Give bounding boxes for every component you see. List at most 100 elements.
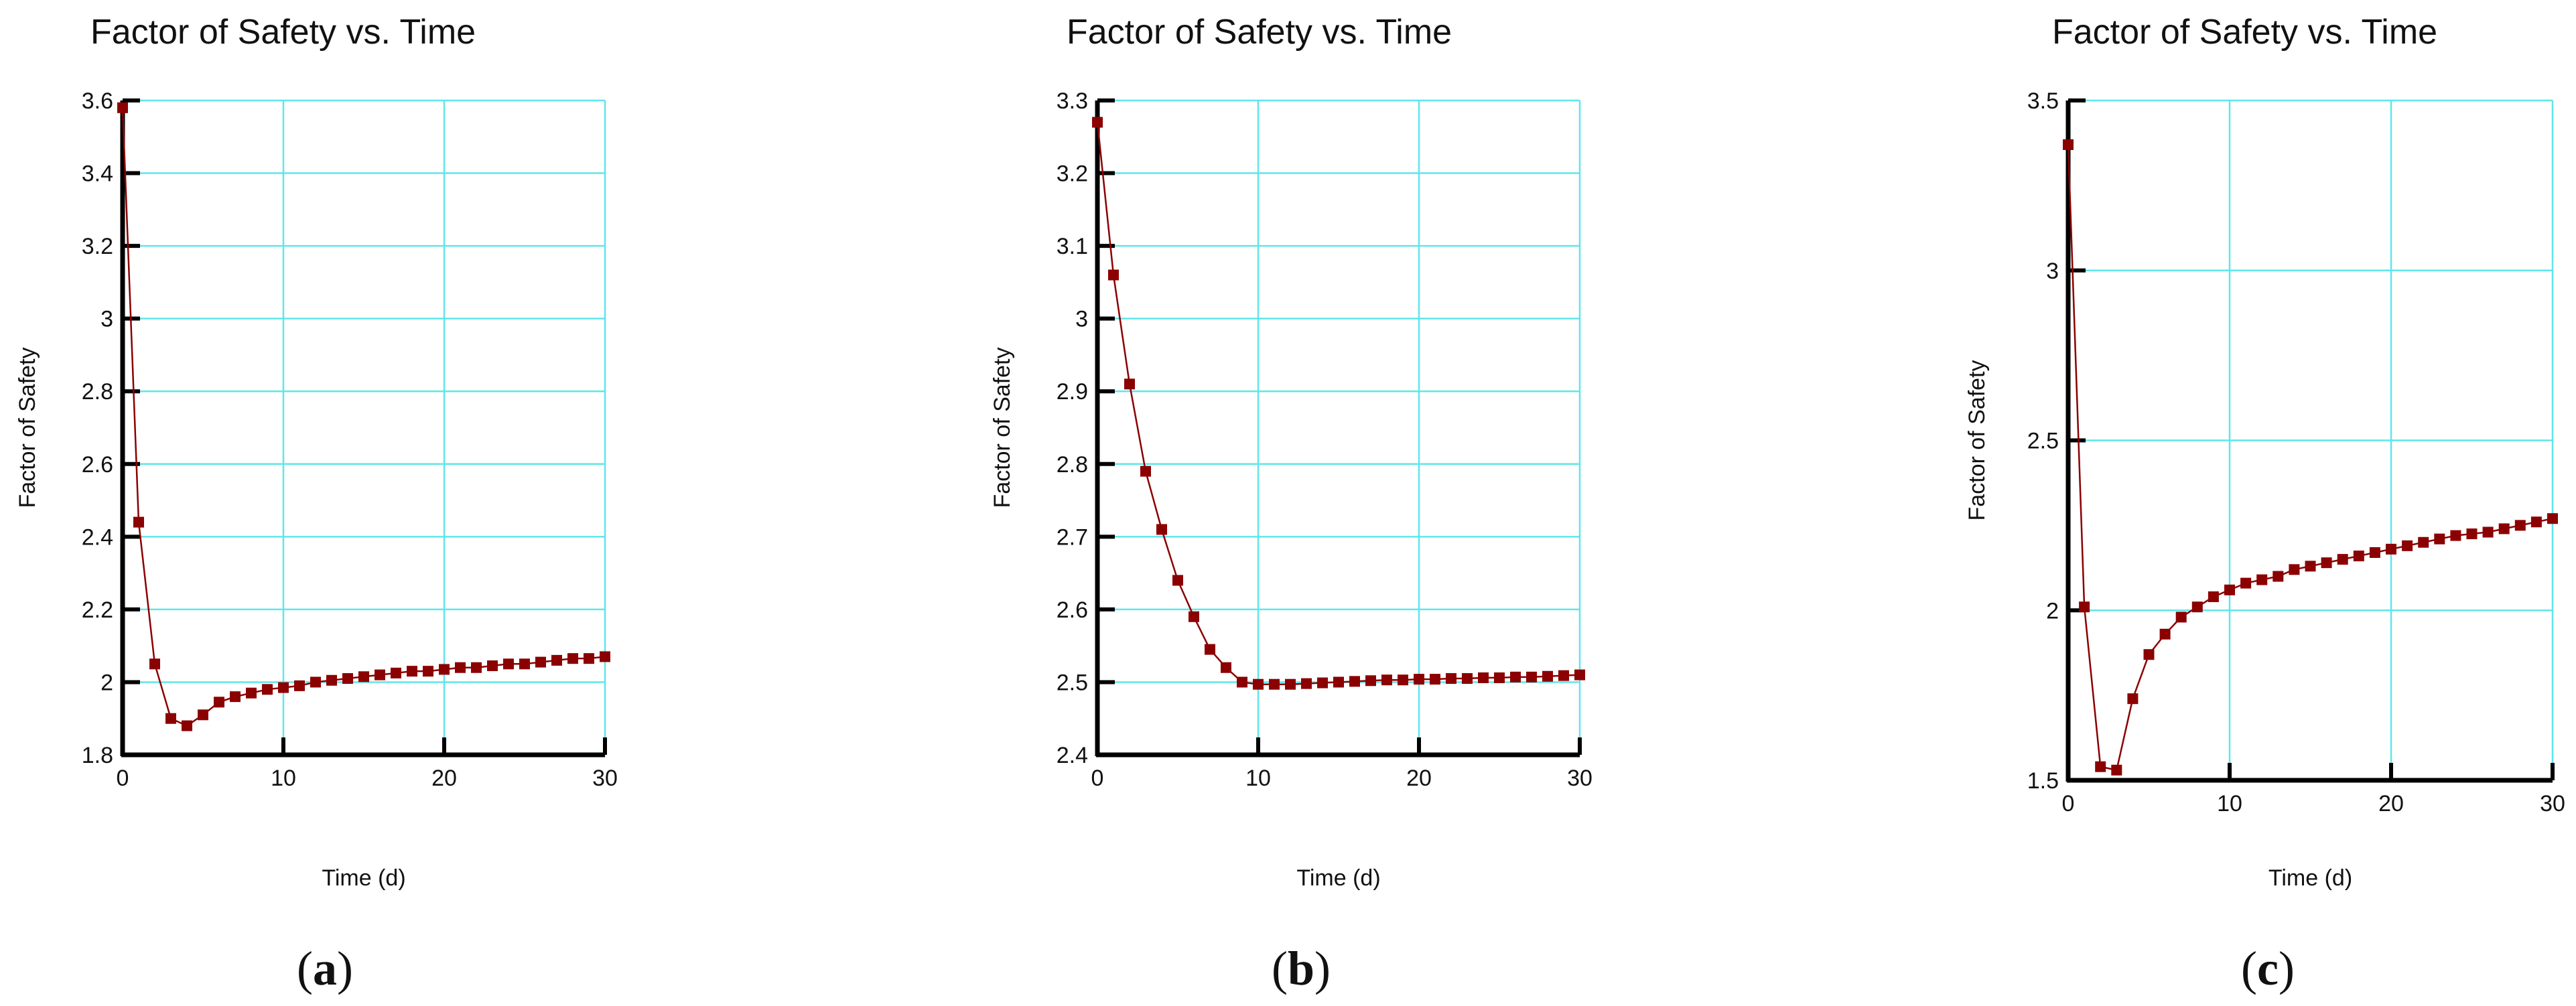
y-tick-label: 3 <box>2046 259 2059 284</box>
y-tick-label: 2 <box>100 670 113 695</box>
panel-caption: (a) <box>297 942 353 995</box>
y-tick-label: 3.3 <box>1057 88 1088 114</box>
data-point <box>133 516 144 528</box>
data-point <box>214 697 224 708</box>
data-point <box>2353 551 2364 562</box>
data-point <box>391 667 401 678</box>
data-point <box>600 651 610 662</box>
y-tick-label: 2.8 <box>1057 452 1088 478</box>
data-point <box>2466 528 2478 540</box>
data-point <box>246 687 257 699</box>
data-point <box>423 666 433 677</box>
panels: 1.822.22.42.62.833.23.43.60 10 20 30Factor … <box>15 13 2565 995</box>
data-point <box>1381 674 1392 686</box>
data-point <box>1349 676 1360 687</box>
data-point <box>1510 671 1521 682</box>
data-point <box>2208 591 2219 602</box>
data-point <box>1269 678 1280 690</box>
data-point <box>2079 601 2090 613</box>
x-tick-label: 0 <box>1091 766 1104 791</box>
y-tick-label: 1.8 <box>82 743 113 768</box>
data-point <box>2063 139 2074 150</box>
data-point <box>2191 601 2203 613</box>
data-point <box>1574 669 1585 680</box>
data-point <box>1526 671 1537 682</box>
x-tick-label: 30 <box>592 766 618 791</box>
data-point <box>2418 536 2429 548</box>
caption-paren-close: ) <box>2279 942 2295 995</box>
data-point <box>149 658 160 670</box>
data-point <box>1478 672 1489 683</box>
data-point <box>198 709 208 721</box>
y-tick-label: 2.8 <box>82 379 113 405</box>
y-tick-label: 3.6 <box>82 88 113 114</box>
data-point <box>230 691 241 703</box>
x-tick-label: 10 <box>271 766 296 791</box>
data-point <box>2498 523 2510 534</box>
data-point <box>262 684 273 695</box>
data-point <box>278 682 289 693</box>
y-tick-label: 2.5 <box>1057 670 1088 695</box>
data-point <box>439 664 450 675</box>
x-tick-label: 20 <box>1406 766 1432 791</box>
y-tick-label: 1.5 <box>2027 768 2059 794</box>
data-point <box>471 662 482 673</box>
data-point <box>1253 678 1264 690</box>
y-tick-label: 2.9 <box>1057 379 1088 405</box>
data-point <box>2289 564 2300 575</box>
data-point <box>1462 673 1473 685</box>
x-tick-label: 20 <box>431 766 457 791</box>
x-tick-label: 30 <box>1567 766 1592 791</box>
data-point <box>2514 520 2526 531</box>
data-point <box>2402 540 2413 551</box>
y-tick-label: 2 <box>2046 598 2059 624</box>
data-point <box>310 676 321 688</box>
data-point <box>1317 677 1328 689</box>
data-point <box>2369 547 2380 558</box>
x-tick-label: 20 <box>2378 791 2404 816</box>
panel-caption: (c) <box>2241 942 2295 995</box>
data-point <box>1365 675 1376 687</box>
caption-letter: b <box>1288 942 1314 995</box>
x-tick-label: 10 <box>2217 791 2242 816</box>
chart-title: Factor of Safety vs. Time <box>1067 13 1452 52</box>
data-point <box>2337 554 2348 565</box>
plot-area <box>1097 100 1580 755</box>
data-point <box>375 669 385 680</box>
y-tick-label: 2.4 <box>1057 743 1088 768</box>
caption-letter: a <box>313 942 337 995</box>
x-tick-label: 0 <box>2062 791 2075 816</box>
data-point <box>165 713 176 724</box>
y-tick-label: 2.7 <box>1057 524 1088 550</box>
y-tick-label: 3.5 <box>2027 88 2059 114</box>
data-point <box>1414 674 1424 685</box>
data-point <box>2240 577 2252 589</box>
caption-paren-close: ) <box>1314 942 1331 995</box>
chart-title: Factor of Safety vs. Time <box>90 13 476 52</box>
x-axis-label: Time (d) <box>2268 865 2352 891</box>
data-point <box>1092 117 1103 128</box>
data-point <box>567 653 578 664</box>
data-point <box>326 674 337 686</box>
data-point <box>2256 574 2268 585</box>
data-point <box>1333 676 1344 688</box>
panel-caption: (b) <box>1272 942 1331 995</box>
data-point <box>2482 526 2494 538</box>
data-point <box>535 656 546 668</box>
data-point <box>2386 543 2396 555</box>
data-point <box>2547 513 2558 524</box>
data-point <box>1398 674 1408 686</box>
data-point <box>551 654 562 666</box>
data-point <box>1124 378 1135 390</box>
y-tick-label: 3.4 <box>82 161 113 187</box>
data-point <box>1221 662 1231 673</box>
data-point <box>358 671 369 682</box>
data-point <box>1156 524 1167 535</box>
data-point <box>2321 557 2332 569</box>
y-tick-label: 2.5 <box>2027 429 2059 454</box>
data-point <box>1108 269 1119 281</box>
x-axis-label: Time (d) <box>1296 865 1380 891</box>
data-point <box>2434 533 2445 545</box>
y-tick-label: 2.6 <box>1057 597 1088 623</box>
data-point <box>487 660 498 672</box>
